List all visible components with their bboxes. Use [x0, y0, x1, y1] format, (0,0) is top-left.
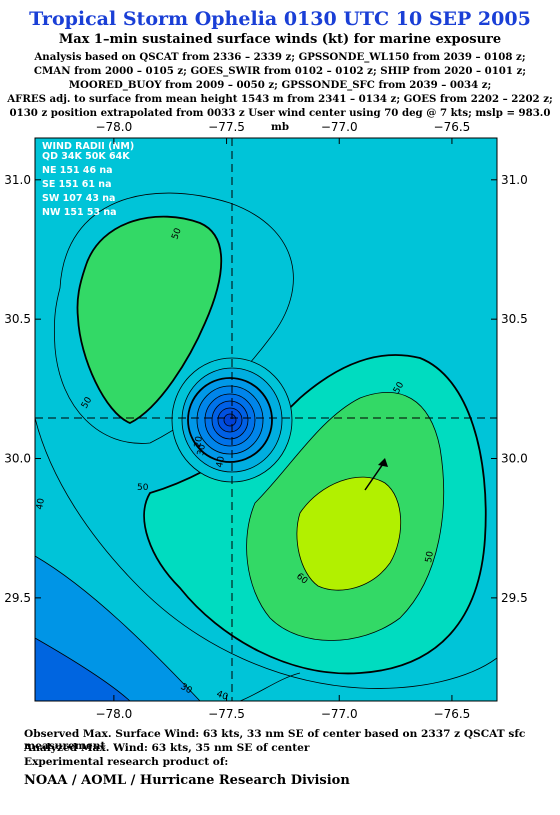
core-ring: [223, 413, 237, 427]
y-tick-label: 30.0: [4, 452, 31, 466]
contour-label: 50: [170, 227, 183, 241]
y-tick-label: 31.0: [4, 173, 31, 187]
footer-observed: Observed Max. Surface Wind: 63 kts, 33 n…: [24, 728, 526, 752]
contour-line: [296, 476, 402, 591]
very-low-wind-band: [35, 638, 130, 701]
x-tick-labels-bottom: −78.0 −77.5 −77.0 −76.5: [95, 707, 470, 718]
footer-experimental: Experimental research product of:: [24, 756, 229, 768]
motion-arrowhead: [378, 458, 388, 467]
wind-radii-row: NE 151 46 na: [42, 165, 113, 176]
contour-label: 30: [196, 443, 208, 456]
y-tick-label: 30.0: [501, 452, 528, 466]
contour-line: [35, 637, 131, 701]
contour-line: [53, 192, 294, 444]
footer-analyzed: Analyzed Max. Wind: 63 kts, 35 nm SE of …: [24, 742, 310, 754]
y-tick-label: 30.5: [501, 312, 528, 326]
y-tick-labels-left: 31.0 30.5 30.0 29.5: [4, 173, 31, 605]
y-tick-labels-right: 31.0 30.5 30.0 29.5: [501, 173, 528, 605]
x-tick-label: −77.0: [321, 707, 358, 718]
x-tick-label: −76.5: [434, 707, 471, 718]
contour-line: [239, 672, 301, 701]
wind-radii-row: SE 151 61 na: [42, 179, 111, 190]
y-tick-label: 29.5: [4, 591, 31, 605]
motion-arrow: [364, 460, 386, 491]
chart-title: Tropical Storm Ophelia 0130 UTC 10 SEP 2…: [29, 8, 531, 30]
contour-label: 40: [215, 455, 227, 468]
contour-line: [35, 555, 201, 701]
wind-field-plot: −78.0 −77.5 −77.0 −76.5 −78.0 −77.5 −77.0 −76.…: [4, 120, 528, 718]
analysis-line: Analysis based on QSCAT from 2336 – 2339…: [34, 51, 526, 63]
x-tick-label: −78.0: [95, 120, 132, 134]
se-60kt-region: [296, 477, 401, 591]
chart-subtitle: Max 1–min sustained surface winds (kt) f…: [58, 32, 502, 47]
contour-line: [246, 392, 444, 641]
contour-line: [76, 215, 223, 424]
x-tick-label: −77.5: [208, 120, 245, 134]
x-tick-label: −77.0: [321, 120, 358, 134]
contour-label: 20: [193, 435, 205, 448]
analysis-line: AFRES adj. to surface from mean height 1…: [7, 93, 553, 105]
x-tick-label: −77.5: [208, 707, 245, 718]
analysis-line: 0130 z position extrapolated from 0033 z…: [9, 107, 551, 133]
contour-line: [35, 417, 497, 689]
footer-org: NOAA / AOML / Hurricane Research Divisio…: [24, 773, 350, 788]
nw-50kt-region: [77, 216, 222, 423]
analysis-line: MOORED_BUOY from 2009 – 0050 z; GPSSONDE…: [68, 79, 492, 91]
y-tick-label: 30.5: [4, 312, 31, 326]
x-tick-label: −78.0: [95, 707, 132, 718]
x-tick-labels-top: −78.0 −77.5 −77.0 −76.5: [95, 120, 470, 134]
contour-label: 40: [35, 497, 47, 510]
wind-radii-row: SW 107 43 na: [42, 193, 115, 204]
contour-label: 40: [215, 689, 229, 702]
analysis-line: CMAN from 2000 – 0105 z; GOES_SWIR from …: [33, 65, 527, 77]
x-tick-label: −76.5: [434, 120, 471, 134]
contour-label: 50: [424, 550, 436, 563]
y-tick-label: 31.0: [501, 173, 528, 187]
wind-radii-table: WIND RADII (NM) QD 34K 50K 64K NE 151 46…: [42, 141, 134, 218]
plot-frame: [34, 137, 498, 702]
y-tick-label: 29.5: [501, 591, 528, 605]
wind-radii-header: WIND RADII (NM): [42, 141, 134, 152]
contour-line: [143, 354, 487, 675]
wind-radii-row: NW 151 53 na: [42, 207, 117, 218]
wind-radii-columns: QD 34K 50K 64K: [42, 151, 130, 162]
contour-label: 50: [137, 483, 149, 493]
